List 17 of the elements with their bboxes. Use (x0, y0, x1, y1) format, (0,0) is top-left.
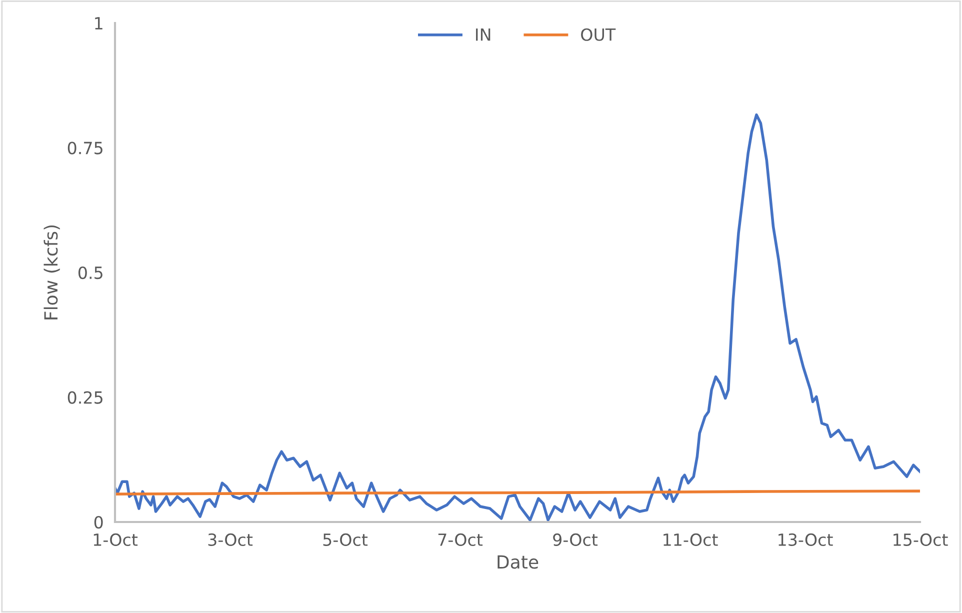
x-tick-label: 1-Oct (94, 533, 138, 546)
y-tick-label: 0 (94, 516, 103, 529)
x-axis-title: Date (498, 555, 538, 569)
x-tick-label: 9-Oct (553, 533, 598, 546)
x-tick-label: 7-Oct (438, 533, 483, 546)
x-tick-label: 5-Oct (323, 533, 368, 546)
y-tick-label: 0.75 (68, 142, 102, 154)
y-tick-label: 0.5 (78, 266, 102, 280)
y-axis-title: Flow (kcfs) (44, 225, 60, 320)
legend-label: IN (476, 28, 490, 41)
y-tick-label: 1 (95, 17, 102, 30)
x-tick-label: 15-Oct (894, 533, 948, 546)
x-tick-label: 13-Oct (778, 533, 833, 546)
x-tick-label: 11-Oct (664, 533, 718, 546)
legend-label: OUT (581, 28, 616, 41)
y-tick-label: 0.25 (68, 391, 102, 404)
x-tick-label: 3-Oct (208, 533, 253, 546)
